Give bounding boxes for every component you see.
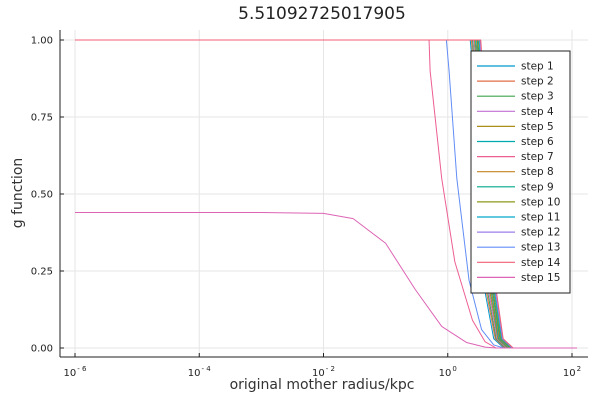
legend-label: step 12 bbox=[521, 227, 560, 239]
x-tick-label: 100 bbox=[439, 365, 457, 379]
y-tick-label: 0.50 bbox=[31, 190, 53, 201]
y-tick-label: 0.00 bbox=[31, 344, 53, 355]
x-tick-base: 10 bbox=[563, 368, 576, 379]
legend-label: step 1 bbox=[521, 61, 554, 73]
x-tick-label: 10- 4 bbox=[188, 365, 211, 379]
y-axis-ticks: 0.00 0.25 0.50 0.75 1.00 bbox=[31, 36, 64, 355]
x-tick-base: 10 bbox=[188, 368, 201, 379]
y-tick-label: 0.25 bbox=[31, 267, 53, 278]
y-tick-label: 1.00 bbox=[31, 36, 53, 47]
y-axis-label: g function bbox=[10, 158, 26, 229]
x-tick-base: 10 bbox=[64, 368, 77, 379]
legend-label: step 2 bbox=[521, 76, 554, 88]
x-axis-label: original mother radius/kpc bbox=[230, 377, 415, 393]
legend-label: step 7 bbox=[521, 151, 554, 163]
legend-label: step 6 bbox=[521, 136, 554, 148]
x-tick-label: 102 bbox=[563, 365, 581, 379]
series-line-15 bbox=[75, 211, 577, 349]
x-tick-exponent: 0 bbox=[452, 365, 456, 373]
legend-label: step 15 bbox=[521, 272, 560, 284]
legend-label: step 8 bbox=[521, 166, 554, 178]
y-tick-label: 0.75 bbox=[31, 113, 53, 124]
x-tick-exponent: - 2 bbox=[326, 365, 335, 373]
legend-label: step 4 bbox=[521, 106, 554, 118]
legend-label: step 14 bbox=[521, 257, 561, 269]
x-tick-base: 10 bbox=[439, 368, 452, 379]
legend-label: step 10 bbox=[521, 196, 560, 208]
legend-label: step 9 bbox=[521, 181, 554, 193]
chart-title: 5.51092725017905 bbox=[238, 4, 406, 24]
x-axis-ticks: 10- 6 10- 4 10- 2 100 102 bbox=[64, 353, 581, 379]
x-tick-exponent: 2 bbox=[577, 365, 581, 373]
x-tick-exponent: - 6 bbox=[77, 365, 87, 373]
legend-label: step 5 bbox=[521, 121, 554, 133]
legend: step 1 step 2 step 3 step 4 step 5 step 6 step… bbox=[470, 50, 571, 294]
x-tick-exponent: - 4 bbox=[202, 365, 212, 373]
series-line-7 bbox=[75, 39, 577, 349]
x-tick-label: 10- 6 bbox=[64, 365, 87, 379]
x-tick-base: 10 bbox=[312, 368, 325, 379]
legend-label: step 3 bbox=[521, 91, 554, 103]
legend-label: step 13 bbox=[521, 242, 560, 254]
x-tick-label: 10- 2 bbox=[312, 365, 335, 379]
legend-label: step 11 bbox=[521, 212, 560, 224]
series-line-13 bbox=[75, 39, 577, 349]
